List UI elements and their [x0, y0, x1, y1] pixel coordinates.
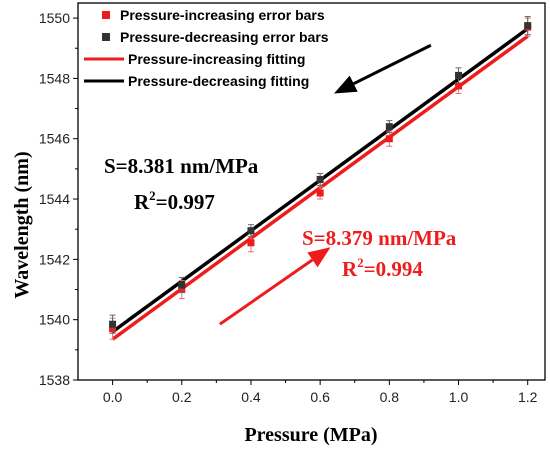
y-tick-label: 1546 — [39, 131, 70, 147]
legend-item-pressure-decreasing-fitting-label: Pressure-decreasing fitting — [128, 73, 309, 89]
x-tick-label: 0.8 — [380, 389, 400, 405]
y-tick-label: 1540 — [39, 312, 70, 328]
decreasing-direction-arrow-head — [333, 75, 358, 94]
legend-item-pressure-decreasing-error-bars-marker — [102, 33, 110, 41]
decreasing-slope-annotation: S=8.381 nm/MPa — [104, 154, 259, 178]
legend: Pressure-increasing error bars Pressure-d… — [84, 7, 329, 89]
decreasing-data-point — [178, 281, 186, 289]
y-tick-label: 1548 — [39, 70, 70, 86]
plot-frame — [77, 2, 546, 381]
decreasing-data-point — [385, 123, 393, 131]
y-tick-label: 1544 — [39, 191, 70, 207]
decreasing-direction-arrow-shaft — [353, 43, 432, 86]
legend-item-pressure-increasing-error-bars-label: Pressure-increasing error bars — [120, 7, 325, 23]
y-tick-label: 1538 — [39, 372, 70, 388]
y-axis-title: Wavelength (nm) — [11, 151, 33, 298]
x-tick-label: 0.6 — [310, 389, 330, 405]
x-tick-label: 0.2 — [172, 389, 192, 405]
increasing-r2-sup: 2 — [357, 255, 364, 270]
decreasing-data-point — [524, 22, 532, 30]
increasing-r2-prefix: R — [342, 257, 358, 281]
decreasing-r2-prefix: R — [134, 190, 150, 214]
decreasing-data-point — [109, 320, 117, 328]
increasing-data-point — [455, 82, 463, 90]
decreasing-r2-sup: 2 — [149, 188, 156, 203]
decreasing-data-point — [455, 71, 463, 79]
y-tick-label: 1542 — [39, 251, 70, 267]
x-axis-title: Pressure (MPa) — [244, 424, 377, 446]
increasing-r2-annotation: R2=0.994 — [342, 255, 423, 281]
increasing-slope-annotation: S=8.379 nm/MPa — [302, 226, 457, 250]
increasing-direction-arrow-shaft — [218, 258, 314, 326]
x-tick-label: 0.4 — [241, 389, 261, 405]
increasing-data-point — [385, 135, 393, 143]
decreasing-data-point — [247, 227, 255, 235]
legend-item-pressure-decreasing-error-bars-label: Pressure-decreasing error bars — [120, 29, 329, 45]
x-tick-label: 0.0 — [103, 389, 123, 405]
x-tick-label: 1.0 — [449, 389, 469, 405]
increasing-data-point — [316, 189, 324, 197]
increasing-r2-value: =0.994 — [364, 257, 424, 281]
decreasing-r2-annotation: R2=0.997 — [134, 188, 215, 214]
increasing-data-point — [247, 239, 255, 247]
decreasing-data-point — [316, 175, 324, 183]
legend-item-pressure-increasing-error-bars-marker — [102, 11, 110, 19]
x-tick-label: 1.2 — [518, 389, 538, 405]
legend-item-pressure-increasing-fitting-label: Pressure-increasing fitting — [128, 51, 305, 67]
y-tick-label: 1550 — [39, 10, 70, 26]
increasing-direction-arrow-head — [307, 247, 331, 268]
decreasing-r2-value: =0.997 — [156, 190, 215, 214]
